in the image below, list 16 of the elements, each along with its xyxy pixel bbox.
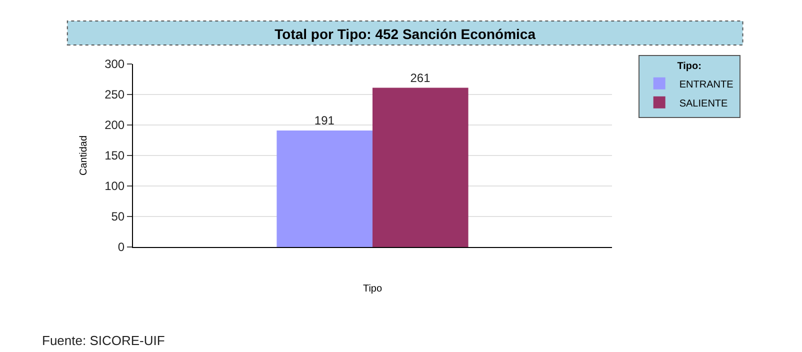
y-tick-label: 100 [104, 179, 125, 194]
chart-title: Total por Tipo: 452 Sanción Económica [274, 26, 536, 42]
y-tick-label: 250 [104, 88, 125, 102]
y-tick-label: 300 [104, 57, 125, 72]
legend-label: SALIENTE [679, 98, 728, 110]
source-note: Fuente: SICORE-UIF [42, 333, 165, 348]
y-tick-label: 150 [104, 148, 125, 163]
legend-label: ENTRANTE [679, 79, 734, 90]
legend-title: Tipo: [677, 60, 702, 72]
data-label: 261 [410, 70, 431, 85]
y-tick-label: 0 [118, 240, 125, 254]
y-tick-label: 50 [111, 210, 125, 224]
data-label: 191 [314, 113, 335, 128]
y-tick-label: 200 [104, 118, 125, 132]
x-axis-title: Tipo [362, 284, 382, 295]
y-axis-title: Cantidad [78, 135, 90, 176]
